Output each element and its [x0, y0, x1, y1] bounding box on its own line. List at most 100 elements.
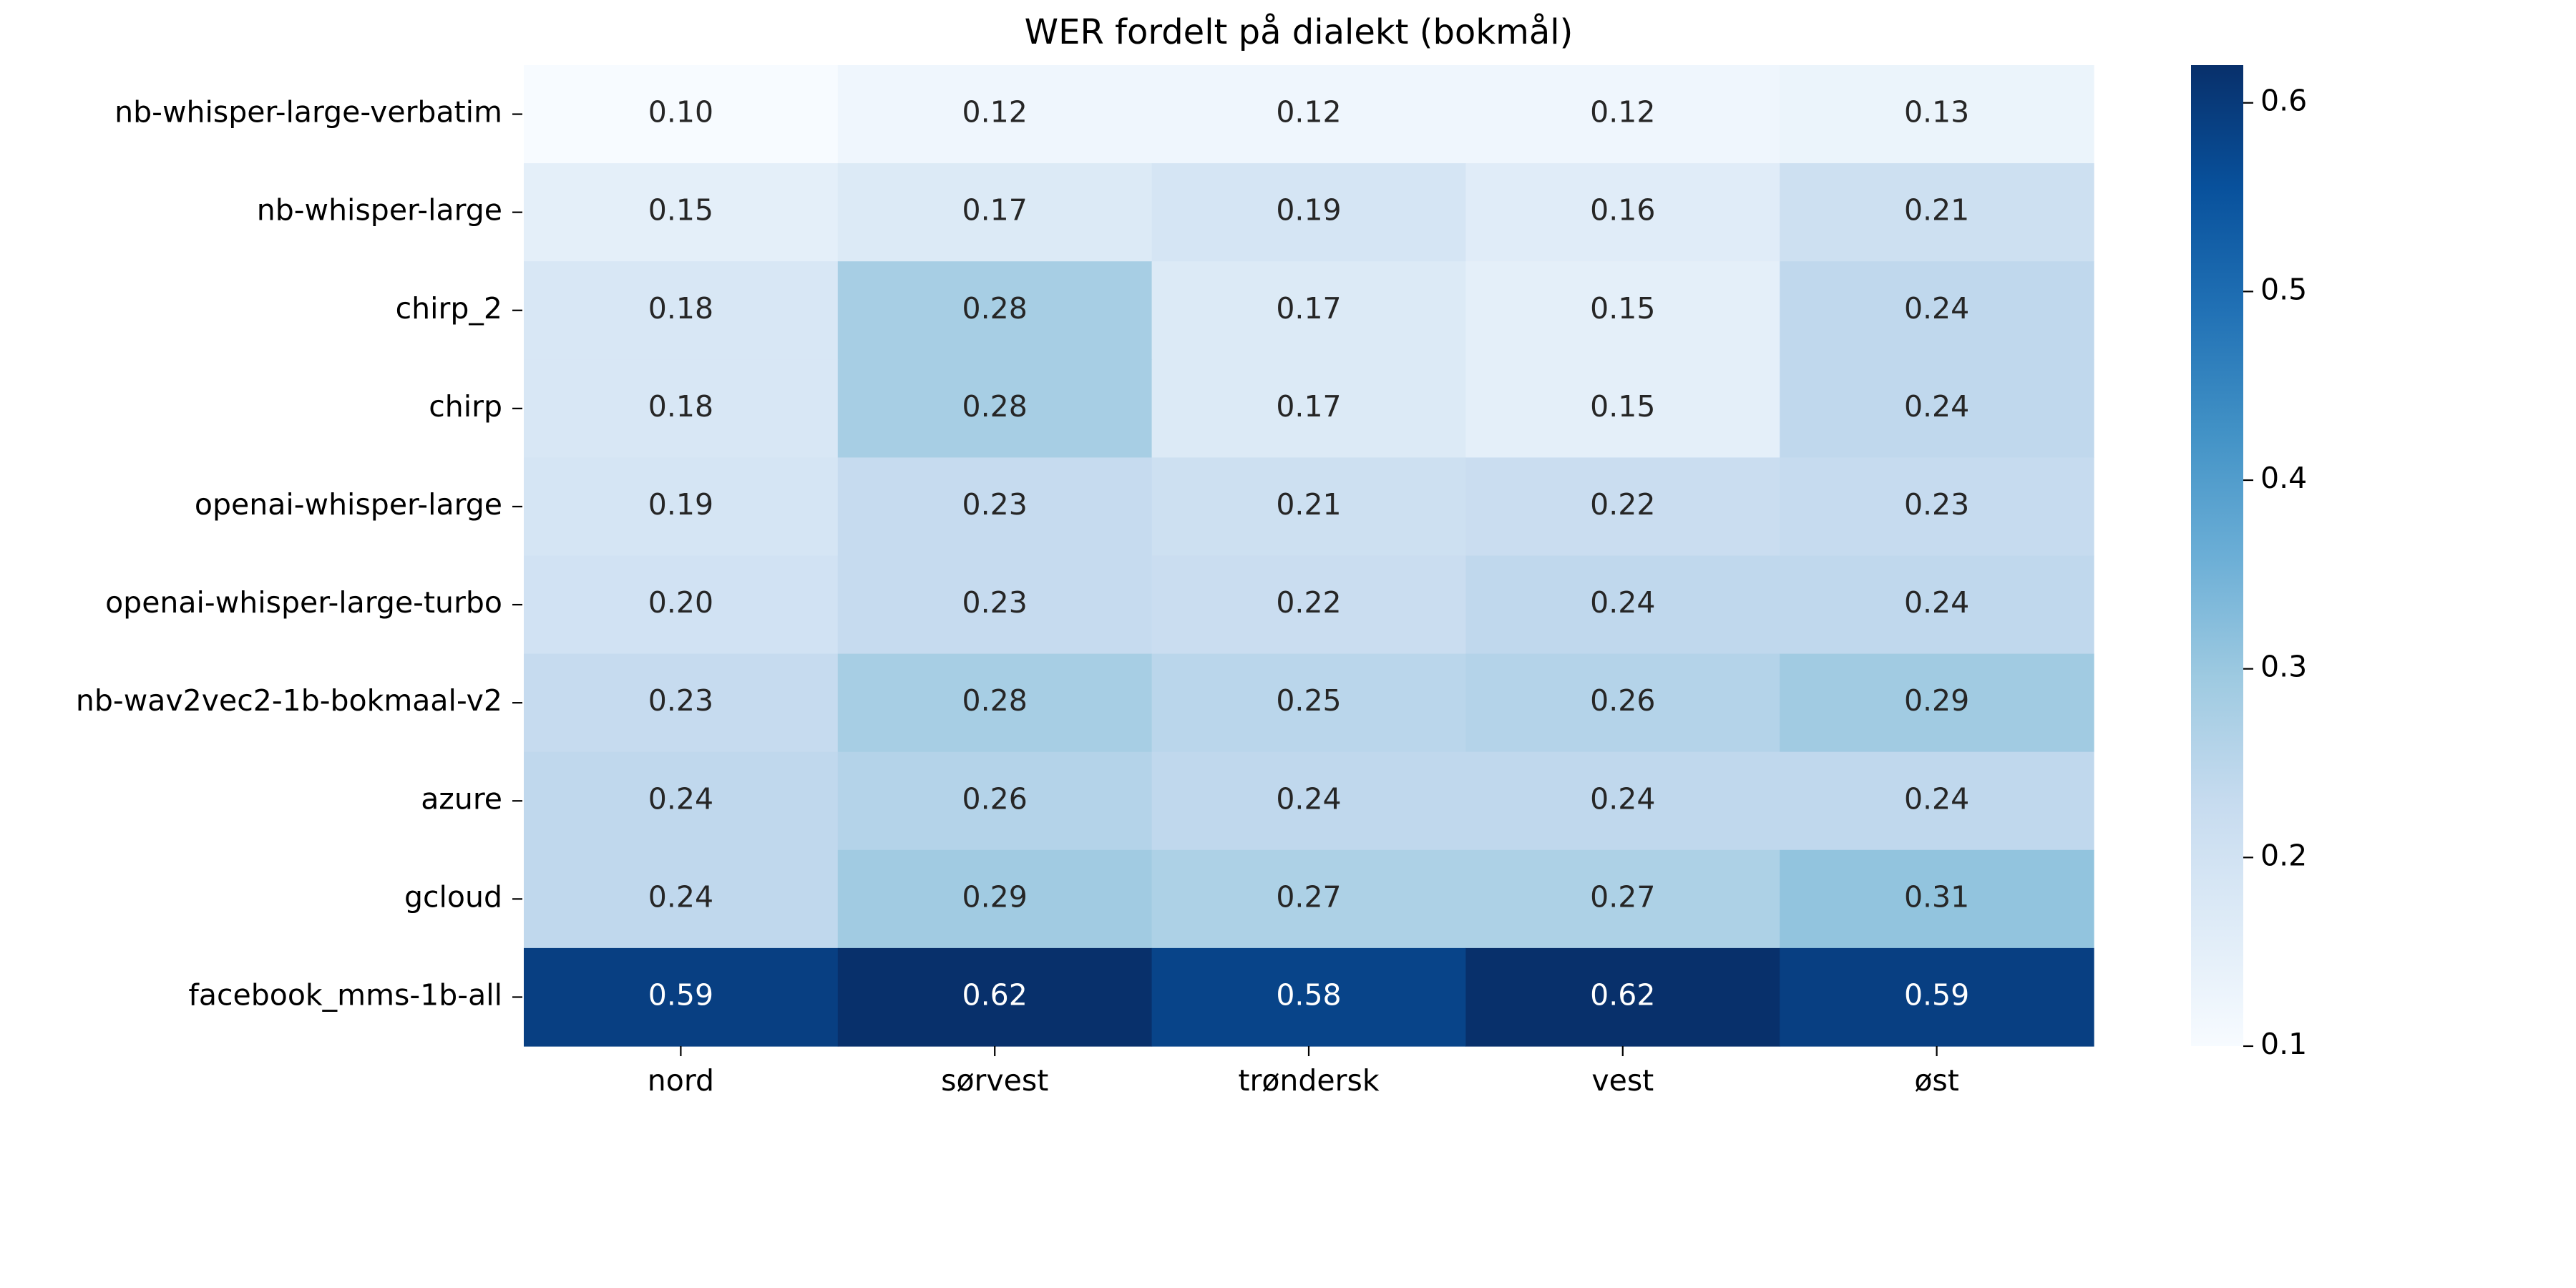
y-tick-label: openai-whisper-large — [195, 487, 502, 522]
heatmap-cell — [524, 261, 839, 360]
cell-value-label: 0.27 — [1276, 879, 1341, 914]
heatmap-cell — [837, 653, 1153, 753]
chart-title: WER fordelt på dialekt (bokmål) — [1025, 12, 1574, 52]
colorbar: 0.1 0.2 0.3 0.4 0.5 0.6 — [2191, 65, 2307, 1061]
heatmap-cell — [837, 359, 1153, 458]
y-tick-label: chirp — [429, 389, 502, 424]
y-tick-label: chirp_2 — [396, 291, 502, 326]
heatmap-cell — [837, 65, 1153, 164]
heatmap-cell — [837, 457, 1153, 557]
y-tick-label: nb-whisper-large-verbatim — [114, 95, 502, 130]
cell-value-label: 0.24 — [648, 781, 713, 816]
cell-value-label: 0.17 — [1276, 291, 1341, 326]
heatmap-cell — [1780, 653, 2094, 753]
cell-value-label: 0.27 — [1590, 879, 1655, 914]
cell-value-label: 0.17 — [1276, 389, 1341, 424]
cell-value-label: 0.21 — [1904, 193, 1969, 228]
cell-value-label: 0.23 — [962, 585, 1028, 620]
cell-value-label: 0.16 — [1590, 193, 1655, 228]
y-tick-label: nb-whisper-large — [257, 193, 502, 228]
cell-value-label: 0.24 — [1276, 781, 1341, 816]
cell-value-label: 0.22 — [1590, 487, 1655, 522]
x-tick-label: øst — [1914, 1063, 1959, 1098]
heatmap-cell — [524, 849, 839, 949]
cell-value-label: 0.15 — [1590, 389, 1655, 424]
cell-value-label: 0.22 — [1276, 585, 1341, 620]
heatmap-cell — [1780, 261, 2094, 360]
cell-value-label: 0.12 — [1276, 95, 1341, 130]
heatmap-cell — [1780, 163, 2094, 262]
heatmap-cell — [837, 261, 1153, 360]
heatmap-cell — [1151, 163, 1466, 262]
cell-value-label: 0.26 — [962, 781, 1028, 816]
cell-value-label: 0.12 — [1590, 95, 1655, 130]
cell-value-label: 0.17 — [962, 193, 1028, 228]
heatmap-cell — [1151, 849, 1466, 949]
heatmap-cell — [1465, 163, 1780, 262]
heatmap-cell — [1465, 849, 1780, 949]
cell-value-label: 0.26 — [1590, 683, 1655, 718]
heatmap-cell — [1780, 359, 2094, 458]
heatmap-cell — [1465, 653, 1780, 753]
cell-value-label: 0.18 — [648, 389, 713, 424]
colorbar-tick-label: 0.3 — [2260, 650, 2307, 684]
cell-value-label: 0.59 — [648, 977, 713, 1012]
cell-value-label: 0.29 — [962, 879, 1028, 914]
cell-value-label: 0.62 — [962, 977, 1028, 1012]
colorbar-tick-label: 0.5 — [2260, 272, 2307, 306]
heatmap-cell — [837, 849, 1153, 949]
cell-value-label: 0.19 — [1276, 193, 1341, 228]
heatmap-cell — [1780, 65, 2094, 164]
heatmap-cell — [1780, 555, 2094, 655]
cell-value-label: 0.15 — [648, 193, 713, 228]
heatmap-cell — [1465, 555, 1780, 655]
heatmap-cell — [1780, 849, 2094, 949]
x-tick-label: trøndersk — [1238, 1063, 1379, 1098]
y-tick-label: nb-wav2vec2-1b-bokmaal-v2 — [76, 683, 502, 718]
heatmap-cell — [1151, 653, 1466, 753]
x-axis: nord sørvest trøndersk vest øst — [648, 1046, 1959, 1098]
cell-value-label: 0.23 — [648, 683, 713, 718]
cell-value-label: 0.23 — [962, 487, 1028, 522]
heatmap-cell — [837, 555, 1153, 655]
heatmap-cell — [1780, 947, 2094, 1047]
heatmap-cell — [524, 751, 839, 851]
cell-value-label: 0.24 — [1590, 585, 1655, 620]
cell-value-label: 0.28 — [962, 291, 1028, 326]
heatmap-cell — [1465, 751, 1780, 851]
cell-value-label: 0.31 — [1904, 879, 1969, 914]
colorbar-tick-label: 0.1 — [2260, 1027, 2307, 1061]
cell-value-label: 0.62 — [1590, 977, 1655, 1012]
heatmap-cell — [1465, 261, 1780, 360]
heatmap-cell — [1780, 751, 2094, 851]
heatmap-cell — [1465, 65, 1780, 164]
colorbar-gradient — [2191, 65, 2243, 1046]
cell-value-label: 0.23 — [1904, 487, 1969, 522]
cell-value-label: 0.24 — [1904, 291, 1969, 326]
x-tick-label: vest — [1591, 1063, 1654, 1098]
heatmap-cell — [1465, 457, 1780, 557]
heatmap-cell — [1151, 751, 1466, 851]
y-axis: nb-whisper-large-verbatim nb-whisper-larg… — [76, 95, 522, 1012]
y-tick-label: facebook_mms-1b-all — [188, 977, 502, 1012]
heatmap-cell — [524, 947, 839, 1047]
cell-value-label: 0.25 — [1276, 683, 1341, 718]
heatmap-cell — [524, 163, 839, 262]
cell-value-label: 0.28 — [962, 683, 1028, 718]
heatmap-cell — [837, 947, 1153, 1047]
y-tick-label: openai-whisper-large-turbo — [105, 585, 502, 620]
heatmap-cell — [1465, 359, 1780, 458]
heatmap-cell — [1151, 261, 1466, 360]
cell-value-label: 0.21 — [1276, 487, 1341, 522]
heatmap-cell — [837, 751, 1153, 851]
heatmap-cell — [837, 163, 1153, 262]
cell-value-label: 0.28 — [962, 389, 1028, 424]
colorbar-tick-label: 0.2 — [2260, 838, 2307, 872]
heatmap-cell — [1151, 65, 1466, 164]
cell-value-label: 0.15 — [1590, 291, 1655, 326]
heatmap-cell — [524, 457, 839, 557]
cell-value-label: 0.18 — [648, 291, 713, 326]
heatmap-cell — [1151, 359, 1466, 458]
cell-value-label: 0.24 — [1590, 781, 1655, 816]
cell-value-label: 0.59 — [1904, 977, 1969, 1012]
